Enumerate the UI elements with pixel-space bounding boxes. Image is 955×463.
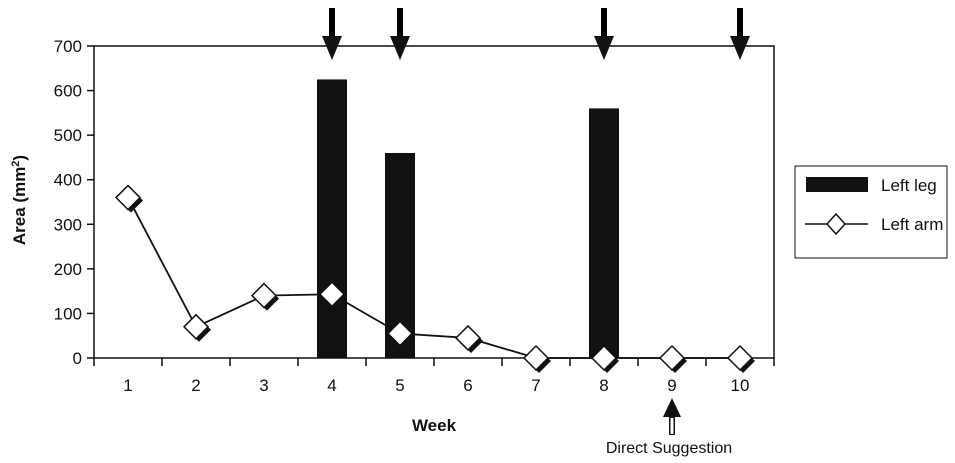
x-axis-title: Week — [412, 416, 457, 435]
y-axis-title-base: Area (mm — [10, 167, 29, 245]
bar-left-leg — [317, 79, 347, 358]
direct-suggestion-label: Direct Suggestion — [606, 440, 732, 457]
marker-left-arm — [182, 313, 210, 340]
y-axis-title: Area (mm2) — [10, 155, 29, 245]
legend-diamond-left-arm — [825, 212, 847, 236]
top-arrow-shaft — [397, 8, 403, 40]
marker-left-arm — [386, 320, 414, 347]
bar-left-leg — [589, 108, 619, 359]
y-axis-title-sup: 2 — [10, 161, 22, 167]
y-tick-label: 100 — [54, 304, 82, 323]
marker-left-arm — [726, 344, 754, 372]
marker-left-arm — [590, 344, 618, 372]
y-tick-label: 700 — [54, 37, 82, 56]
y-tick-label: 500 — [54, 126, 82, 145]
plot-frame — [93, 45, 775, 359]
x-tick-label: 6 — [463, 376, 472, 395]
top-arrow-shaft — [329, 8, 335, 40]
marker-left-arm — [318, 281, 346, 308]
top-arrow-head — [322, 36, 342, 60]
legend-label-left-leg: Left leg — [881, 176, 937, 195]
marker-left-arm — [454, 324, 482, 352]
legend-swatch-left-leg — [806, 177, 868, 192]
marker-left-arm — [522, 344, 550, 372]
x-tick-label: 2 — [191, 376, 200, 395]
plot-area — [93, 45, 775, 359]
y-axis: 0 100 200 300 400 500 600 700 — [54, 37, 94, 368]
marker-left-arm — [658, 344, 686, 372]
bar-series-left-leg — [317, 79, 619, 359]
x-tick-label: 10 — [731, 376, 750, 395]
legend: Left leg Left arm — [794, 165, 948, 259]
x-tick-label: 1 — [123, 376, 132, 395]
top-arrow-head — [594, 36, 614, 60]
marker-left-arm — [114, 184, 142, 211]
top-arrow-shaft — [737, 8, 743, 40]
y-axis-title-end: ) — [10, 155, 29, 161]
line-series-left-arm — [114, 184, 755, 373]
y-tick-label: 200 — [54, 260, 82, 279]
y-tick-label: 400 — [54, 171, 82, 190]
x-tick-label: 4 — [327, 376, 336, 395]
legend-label-left-arm: Left arm — [881, 215, 943, 234]
bottom-arrow — [663, 398, 681, 435]
top-arrow-shaft — [601, 8, 607, 40]
line-left-arm — [127, 197, 740, 359]
top-arrow-head — [730, 36, 750, 60]
y-tick-label: 0 — [73, 349, 82, 368]
x-tick-label: 3 — [259, 376, 268, 395]
x-tick-label: 9 — [667, 376, 676, 395]
top-arrow-head — [390, 36, 410, 60]
x-tick-label: 5 — [395, 376, 404, 395]
x-tick-label: 8 — [599, 376, 608, 395]
x-axis: 1 2 3 4 5 6 7 8 9 10 — [93, 358, 775, 395]
direct-suggestion-annotation: Direct Suggestion — [606, 398, 732, 457]
y-tick-label: 600 — [54, 82, 82, 101]
x-tick-label: 7 — [531, 376, 540, 395]
marker-left-arm — [250, 282, 278, 309]
y-tick-label: 300 — [54, 215, 82, 234]
bottom-arrow-hollow — [670, 418, 674, 434]
top-arrows — [322, 8, 750, 60]
